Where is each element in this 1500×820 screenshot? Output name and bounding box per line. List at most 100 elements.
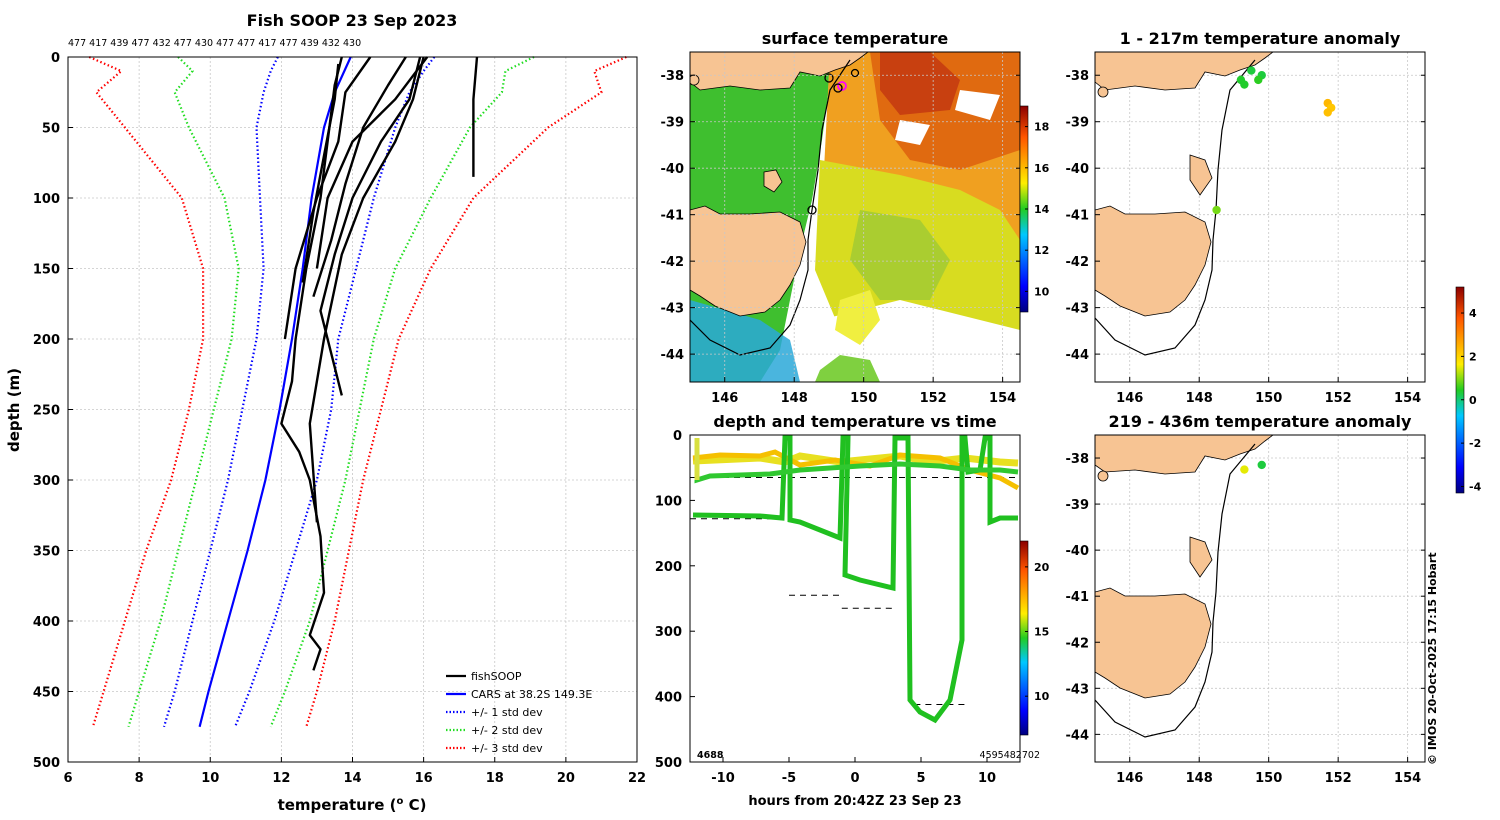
profile-x-tick-label: 10 [201, 771, 219, 786]
a2-lat-tick-label: -43 [1066, 682, 1090, 697]
anomaly1-points [1212, 66, 1336, 215]
profile-legend: fishSOOP CARS at 38.2S 149.3E +/- 1 std … [446, 670, 592, 755]
a2-lon-tick-label: 154 [1394, 771, 1421, 786]
ts-x-tick-label: -5 [782, 771, 796, 786]
fishsoop-profile-line [319, 56, 422, 396]
anomaly-colorbar: -4 -2 0 2 4 [1455, 286, 1482, 494]
profile-y-tick-label: 400 [33, 615, 60, 630]
profile-x-tick-label: 16 [415, 771, 433, 786]
a2-lat-tick-label: -39 [1066, 498, 1090, 513]
sst-lon-tick-label: 152 [920, 391, 947, 406]
ts-colorbar-label: 10 [1034, 690, 1050, 703]
anomaly1-ticks: 146 148 150 152 154 -38 -39 -40 -41 -42 -43 -44 [1066, 69, 1425, 406]
timeseries-corner-left: 4688 [697, 750, 724, 761]
timeseries-x-label: hours from 20:42Z 23 Sep 23 [748, 794, 961, 809]
legend-fishsoop: fishSOOP [471, 670, 522, 683]
a1-lat-tick-label: -41 [1066, 209, 1090, 224]
a1-lat-tick-label: -43 [1066, 302, 1090, 317]
anomaly-map-deep: 219 - 436m temperature anomaly 146 148 150… [1066, 286, 1482, 786]
sst-colorbar-label: 10 [1034, 285, 1050, 298]
anomaly1-grid [1095, 52, 1425, 382]
anomaly-point [1257, 460, 1266, 470]
profile-x-label: temperature (o C) [278, 796, 427, 814]
sst-lat-tick-label: -43 [661, 302, 685, 317]
profile-x-ticks: 6 8 10 12 14 16 18 20 22 [63, 757, 646, 786]
anomaly-colorbar-gradient [1455, 286, 1465, 494]
profile-y-tick-label: 350 [33, 545, 60, 560]
profile-title: Fish SOOP 23 Sep 2023 [247, 11, 458, 30]
a1-lat-tick-label: -42 [1066, 255, 1090, 270]
sst-lon-tick-label: 154 [989, 391, 1016, 406]
profile-subtitle: 477 417 439 477 432 477 430 477 477 417 … [68, 38, 361, 49]
profile-x-tick-label: 20 [557, 771, 575, 786]
std-lower-line [162, 56, 279, 728]
sst-lon-tick-label: 148 [781, 391, 808, 406]
cars-climatology-line [198, 56, 352, 728]
a2-lat-tick-label: -41 [1066, 590, 1090, 605]
legend-cars: CARS at 38.2S 149.3E [471, 688, 592, 701]
fishsoop-profile-line [312, 56, 407, 298]
ts-x-tick-label: 5 [916, 771, 925, 786]
a2-lat-tick-label: -38 [1066, 452, 1090, 467]
profile-y-tick-label: 450 [33, 686, 60, 701]
ts-y-tick-label: 0 [673, 429, 682, 444]
anomaly-point [1240, 465, 1249, 474]
sst-colorbar-label: 14 [1034, 203, 1050, 216]
a1-lat-tick-label: -38 [1066, 69, 1090, 84]
ts-x-tick-label: -10 [711, 771, 735, 786]
timeseries-axes-frame [689, 434, 1021, 763]
fishsoop-profile-line [280, 56, 343, 671]
timeseries-title: depth and temperature vs time [713, 412, 996, 431]
anomaly-point [1240, 80, 1249, 89]
profile-y-ticks: 0 50 100 150 200 250 300 350 400 450 500 [33, 51, 73, 771]
profile-chart: Fish SOOP 23 Sep 2023 477 417 439 477 43… [5, 11, 646, 814]
profile-y-label: depth (m) [5, 368, 23, 452]
sst-lat-tick-label: -39 [661, 116, 685, 131]
ts-x-tick-label: 10 [978, 771, 996, 786]
a2-lon-tick-label: 148 [1186, 771, 1213, 786]
ts-y-tick-label: 400 [655, 691, 682, 706]
profile-x-tick-label: 14 [343, 771, 361, 786]
anomaly-point [1323, 108, 1332, 117]
std-lower-line [88, 55, 205, 728]
anomaly-point [1212, 205, 1221, 215]
profile-y-tick-label: 0 [51, 51, 60, 66]
sst-lat-tick-label: -42 [661, 255, 685, 270]
timeseries-chart: depth and temperature vs time -10 -5 0 5 100… [655, 412, 1050, 809]
profile-y-tick-label: 50 [42, 122, 60, 137]
anomaly1-title: 1 - 217m temperature anomaly [1120, 29, 1401, 48]
a2-lon-tick-label: 146 [1116, 771, 1143, 786]
sst-ticks: 146 148 150 152 154 -38 -39 -40 -41 -42 -43 -44 [661, 69, 1020, 406]
a1-lon-tick-label: 150 [1255, 391, 1282, 406]
std-upper-line [305, 55, 627, 728]
a2-lat-tick-label: -44 [1066, 728, 1090, 743]
anomaly-colorbar-label: -4 [1469, 480, 1482, 493]
a1-lon-tick-label: 148 [1186, 391, 1213, 406]
a1-lat-tick-label: -40 [1066, 162, 1090, 177]
anomaly2-points [1240, 460, 1266, 474]
a2-lon-tick-label: 150 [1255, 771, 1282, 786]
profile-y-tick-label: 150 [33, 263, 60, 278]
fishsoop-profile-line [315, 56, 429, 269]
std-upper-line [234, 56, 436, 728]
timeseries-data [692, 435, 1020, 724]
a1-lon-tick-label: 146 [1116, 391, 1143, 406]
sst-colorbar-label: 18 [1034, 121, 1049, 134]
anomaly-colorbar-label: 4 [1469, 307, 1477, 320]
a2-lon-tick-label: 152 [1325, 771, 1352, 786]
profile-y-tick-label: 250 [33, 404, 60, 419]
a1-lon-tick-label: 152 [1325, 391, 1352, 406]
legend-std1: +/- 1 std dev [471, 706, 543, 719]
anomaly1-axes-frame [1094, 51, 1426, 383]
sst-colorbar-label: 12 [1034, 244, 1049, 257]
profile-x-tick-label: 18 [486, 771, 504, 786]
anomaly-point [1254, 75, 1263, 85]
a2-lat-tick-label: -40 [1066, 544, 1090, 559]
profile-y-tick-label: 100 [33, 192, 60, 207]
sst-grid [690, 52, 1020, 382]
fishsoop-profile-line [283, 56, 372, 340]
profile-y-tick-label: 200 [33, 333, 60, 348]
sst-lon-tick-label: 150 [850, 391, 877, 406]
fishsoop-profile-line [301, 63, 340, 283]
